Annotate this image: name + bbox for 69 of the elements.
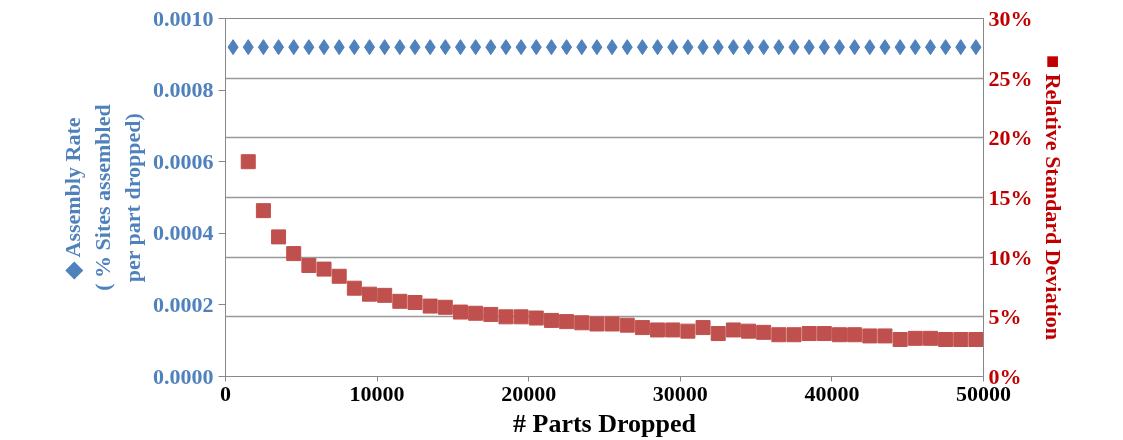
point: [604, 316, 620, 332]
point: [771, 327, 787, 343]
y-tick-label: 0.0010: [153, 5, 214, 31]
point: [589, 316, 605, 332]
point: [877, 328, 893, 344]
point: [316, 261, 332, 277]
point: [422, 298, 438, 314]
point: [528, 310, 544, 326]
point: [786, 327, 802, 343]
point: [634, 320, 650, 336]
x-tick-label: 20000: [501, 380, 557, 406]
y-axis-title: ◆ Assembly Rate ( % Sites assembled per part dropped): [60, 104, 145, 291]
y2-axis-title: ■ Relative Standard Deviation: [1040, 54, 1066, 341]
y2-tick-label: 10%: [988, 244, 1033, 270]
point: [741, 323, 757, 339]
y2-tick-label: 5%: [988, 304, 1022, 330]
y-tick-label: 0.0006: [153, 148, 214, 174]
point: [922, 330, 938, 346]
x-tick-label: 30000: [652, 380, 708, 406]
y-tick-label: 0.0000: [153, 363, 214, 389]
point: [907, 330, 923, 346]
point: [377, 287, 393, 303]
x-axis-title: # Parts Dropped: [513, 408, 697, 438]
x-tick-label: 10000: [349, 380, 405, 406]
point: [938, 332, 954, 348]
point: [862, 328, 878, 344]
point: [346, 280, 362, 296]
point: [483, 306, 499, 322]
y2-tick-label: 20%: [988, 125, 1033, 151]
point: [695, 320, 711, 336]
point: [392, 293, 408, 309]
y-tick-label: 0.0008: [153, 77, 214, 103]
y2-tick-label: 15%: [988, 185, 1033, 210]
y-tick-label: 0.0002: [153, 291, 214, 317]
point: [513, 309, 529, 325]
point: [286, 246, 302, 262]
point: [271, 229, 287, 245]
y-tick-label: 0.0004: [153, 220, 214, 246]
point: [801, 326, 817, 342]
point: [362, 286, 378, 302]
point: [968, 332, 984, 348]
point: [650, 322, 666, 338]
point: [301, 258, 317, 274]
point: [680, 323, 696, 339]
x-tick-label: 40000: [804, 380, 860, 406]
point: [452, 304, 468, 320]
point: [831, 327, 847, 343]
point: [710, 326, 726, 342]
point: [498, 309, 514, 325]
point: [574, 315, 590, 331]
y2-tick-label: 25%: [988, 65, 1033, 91]
point: [559, 314, 575, 330]
y2-tick-label: 30%: [988, 6, 1033, 31]
point: [665, 322, 681, 338]
point: [953, 332, 969, 348]
point: [331, 268, 347, 284]
point: [619, 317, 635, 333]
point: [892, 332, 908, 348]
point: [240, 154, 256, 170]
point: [255, 203, 271, 219]
point: [437, 299, 453, 315]
point: [756, 324, 772, 340]
point: [468, 305, 484, 321]
point: [816, 326, 832, 342]
point: [725, 322, 741, 338]
point: [407, 295, 423, 311]
point: [847, 327, 863, 343]
x-tick-label: 0: [220, 380, 231, 406]
point: [543, 312, 559, 328]
